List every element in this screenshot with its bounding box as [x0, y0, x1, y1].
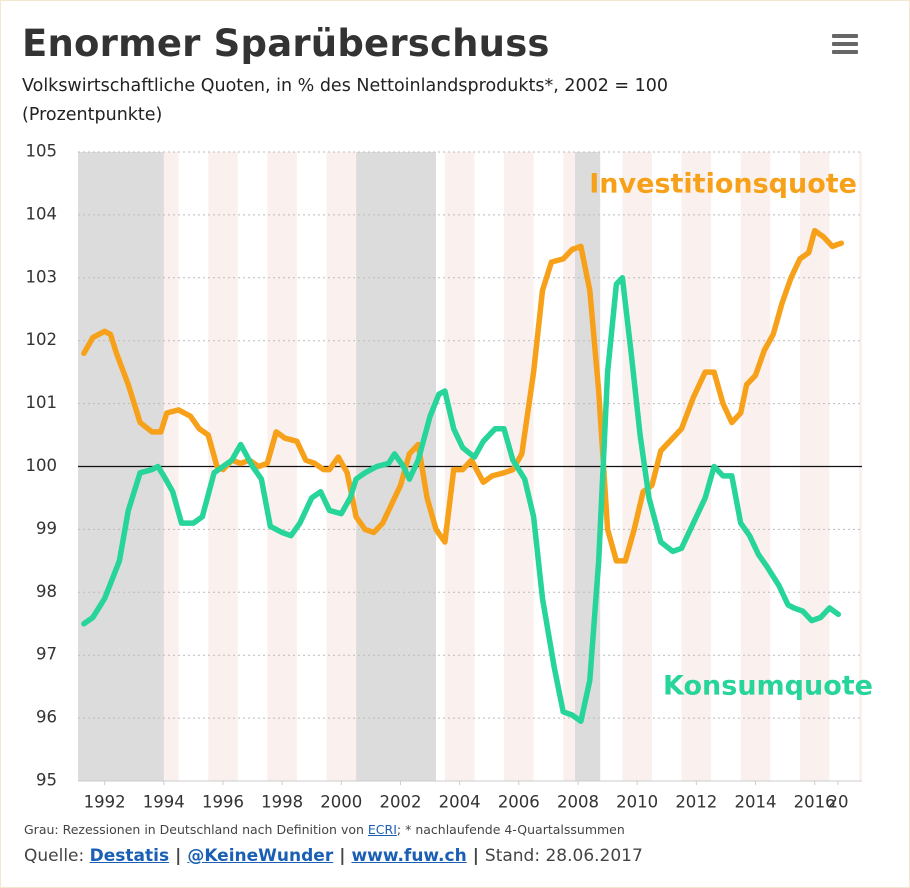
x-tick-label: 2006 [498, 793, 540, 812]
menu-button[interactable] [832, 34, 858, 56]
source-label: Quelle: [24, 846, 85, 866]
y-tick-label: 97 [36, 645, 57, 664]
link[interactable]: www.fuw.ch [351, 846, 467, 866]
line-series [81, 275, 842, 724]
chart-subtitle: Volkswirtschaftliche Quoten, in % des Ne… [22, 76, 669, 96]
y-tick-label: 102 [26, 330, 58, 349]
note-text: Grau: Rezessionen in Deutschland nach De… [24, 822, 364, 837]
y-tick-label: 101 [26, 393, 58, 412]
source: Quelle: Destatis | @KeineWunder | www.fuw.ch… [24, 846, 643, 866]
y-tick-label: 95 [36, 771, 57, 790]
date: Stand: 28.06.2017 [484, 846, 643, 866]
x-tick-label: 2012 [675, 793, 717, 812]
x-tick-label: 1996 [202, 793, 244, 812]
x-tick-label: 1994 [143, 793, 185, 812]
x-tick-label: 20 [828, 793, 849, 812]
y-tick-label: 103 [26, 267, 58, 286]
x-tick-label: 2002 [379, 793, 421, 812]
x-tick-label: 1998 [261, 793, 303, 812]
link[interactable]: @KeineWunder [187, 846, 334, 866]
link[interactable]: ECRI [367, 822, 397, 837]
y-tick-label: 104 [26, 204, 58, 223]
x-tick-label: 2000 [320, 793, 362, 812]
chart-title: Enormer Sparüberschuss [22, 22, 550, 65]
link[interactable]: Destatis [89, 846, 170, 866]
chart-subtitle: (Prozentpunkte) [22, 105, 163, 125]
y-tick-label: 98 [36, 582, 57, 601]
note-text: ; * nachlaufende 4-Quartalssummen [396, 822, 625, 837]
x-tick-label: 2014 [734, 793, 776, 812]
y-tick-label: 96 [36, 708, 57, 727]
x-tick-label: 2016 [794, 793, 836, 812]
line-series [81, 227, 845, 564]
separator: | [472, 846, 479, 866]
legend-label: Konsumquote [663, 671, 873, 702]
x-tick-label: 2010 [616, 793, 658, 812]
footnote: Grau: Rezessionen in Deutschland nach De… [24, 822, 625, 837]
x-tick-label: 1992 [84, 793, 126, 812]
x-tick-label: 2004 [439, 793, 481, 812]
separator: | [175, 846, 182, 866]
x-tick-label: 2008 [557, 793, 599, 812]
chart: 95 96 97 98 99 100 101 102 103 104 105 1992 1994 1996… [26, 142, 874, 812]
y-tick-label: 100 [26, 456, 58, 475]
y-tick-label: 105 [26, 142, 58, 161]
y-tick-label: 99 [36, 519, 57, 538]
separator: | [339, 846, 346, 866]
legend-label: Investitionsquote [589, 169, 857, 200]
